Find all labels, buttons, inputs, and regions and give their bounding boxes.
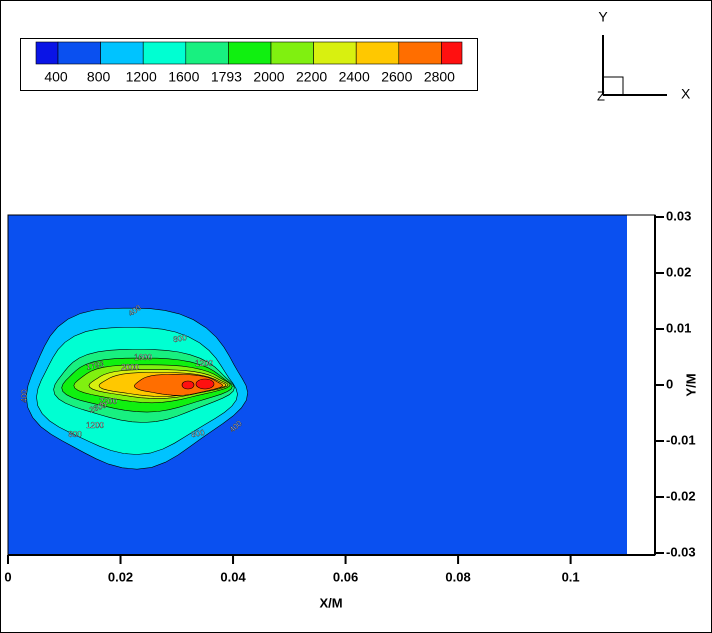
contour-label: 1200 xyxy=(195,359,213,368)
colorbar-label: 2200 xyxy=(296,69,327,85)
colorbar-label: 1793 xyxy=(211,69,242,85)
y-tick-label: -0.03 xyxy=(666,544,696,559)
colorbar-swatch xyxy=(142,41,187,65)
colorbar-label: 2800 xyxy=(424,69,455,85)
x-tick-label: 0.08 xyxy=(445,569,470,584)
colorbar-label: 2600 xyxy=(381,69,412,85)
x-tick-label: 0.02 xyxy=(108,569,133,584)
contour-label: 800 xyxy=(173,333,188,344)
y-tick-label: 0 xyxy=(666,376,673,391)
contour-region xyxy=(181,380,195,390)
triad-label: X xyxy=(681,86,691,102)
colorbar-swatch xyxy=(441,41,463,65)
colorbar-label: 400 xyxy=(44,69,68,85)
colorbar: 400 800 1200 1600 1793 2000 2200 2400 2600 2800 xyxy=(35,41,463,85)
colorbar-label: 2000 xyxy=(253,69,284,85)
colorbar-frame xyxy=(20,38,478,91)
y-tick-label: -0.01 xyxy=(666,432,696,447)
triad-label: Y xyxy=(598,9,608,25)
colorbar-swatch xyxy=(35,41,59,65)
colorbar-swatch xyxy=(355,41,400,65)
triad-label: Z xyxy=(597,88,605,103)
y-tick-label: 0.03 xyxy=(666,208,691,223)
colorbar-label: 800 xyxy=(87,69,111,85)
colorbar-label: 2400 xyxy=(339,69,370,85)
x-tick-label: 0.06 xyxy=(333,569,358,584)
contour-label: 800 xyxy=(68,430,82,439)
contour-label: 2200 xyxy=(99,397,117,406)
colorbar-label: 1600 xyxy=(168,69,199,85)
contour-label: 800 xyxy=(191,428,206,439)
colorbar-label: 1200 xyxy=(126,69,157,85)
x-axis-label: X/M xyxy=(319,595,342,610)
colorbar-swatch xyxy=(57,41,101,65)
contour-region xyxy=(195,378,215,390)
contour-label: 1793 xyxy=(85,360,105,372)
colorbar-swatch xyxy=(270,41,314,65)
triad-box xyxy=(602,76,624,96)
contour-label: 400 xyxy=(20,389,29,403)
y-axis-label: Y/M xyxy=(683,373,698,396)
contour-label: 1600 xyxy=(134,353,152,362)
colorbar-swatch xyxy=(185,41,229,65)
y-tick-label: 0.01 xyxy=(666,320,691,335)
x-tick-label: 0.1 xyxy=(562,569,580,584)
colorbar-swatch xyxy=(398,41,442,65)
contour-label: 1200 xyxy=(86,421,104,430)
y-tick-label: 0.02 xyxy=(666,264,691,279)
colorbar-swatch xyxy=(100,41,144,65)
colorbar-swatch xyxy=(313,41,357,65)
colorbar-swatch xyxy=(228,41,272,65)
contour-label: 2000 xyxy=(121,363,139,372)
x-tick-label: 0 xyxy=(4,569,11,584)
y-tick-label: -0.02 xyxy=(666,488,696,503)
x-tick-label: 0.04 xyxy=(220,569,246,584)
